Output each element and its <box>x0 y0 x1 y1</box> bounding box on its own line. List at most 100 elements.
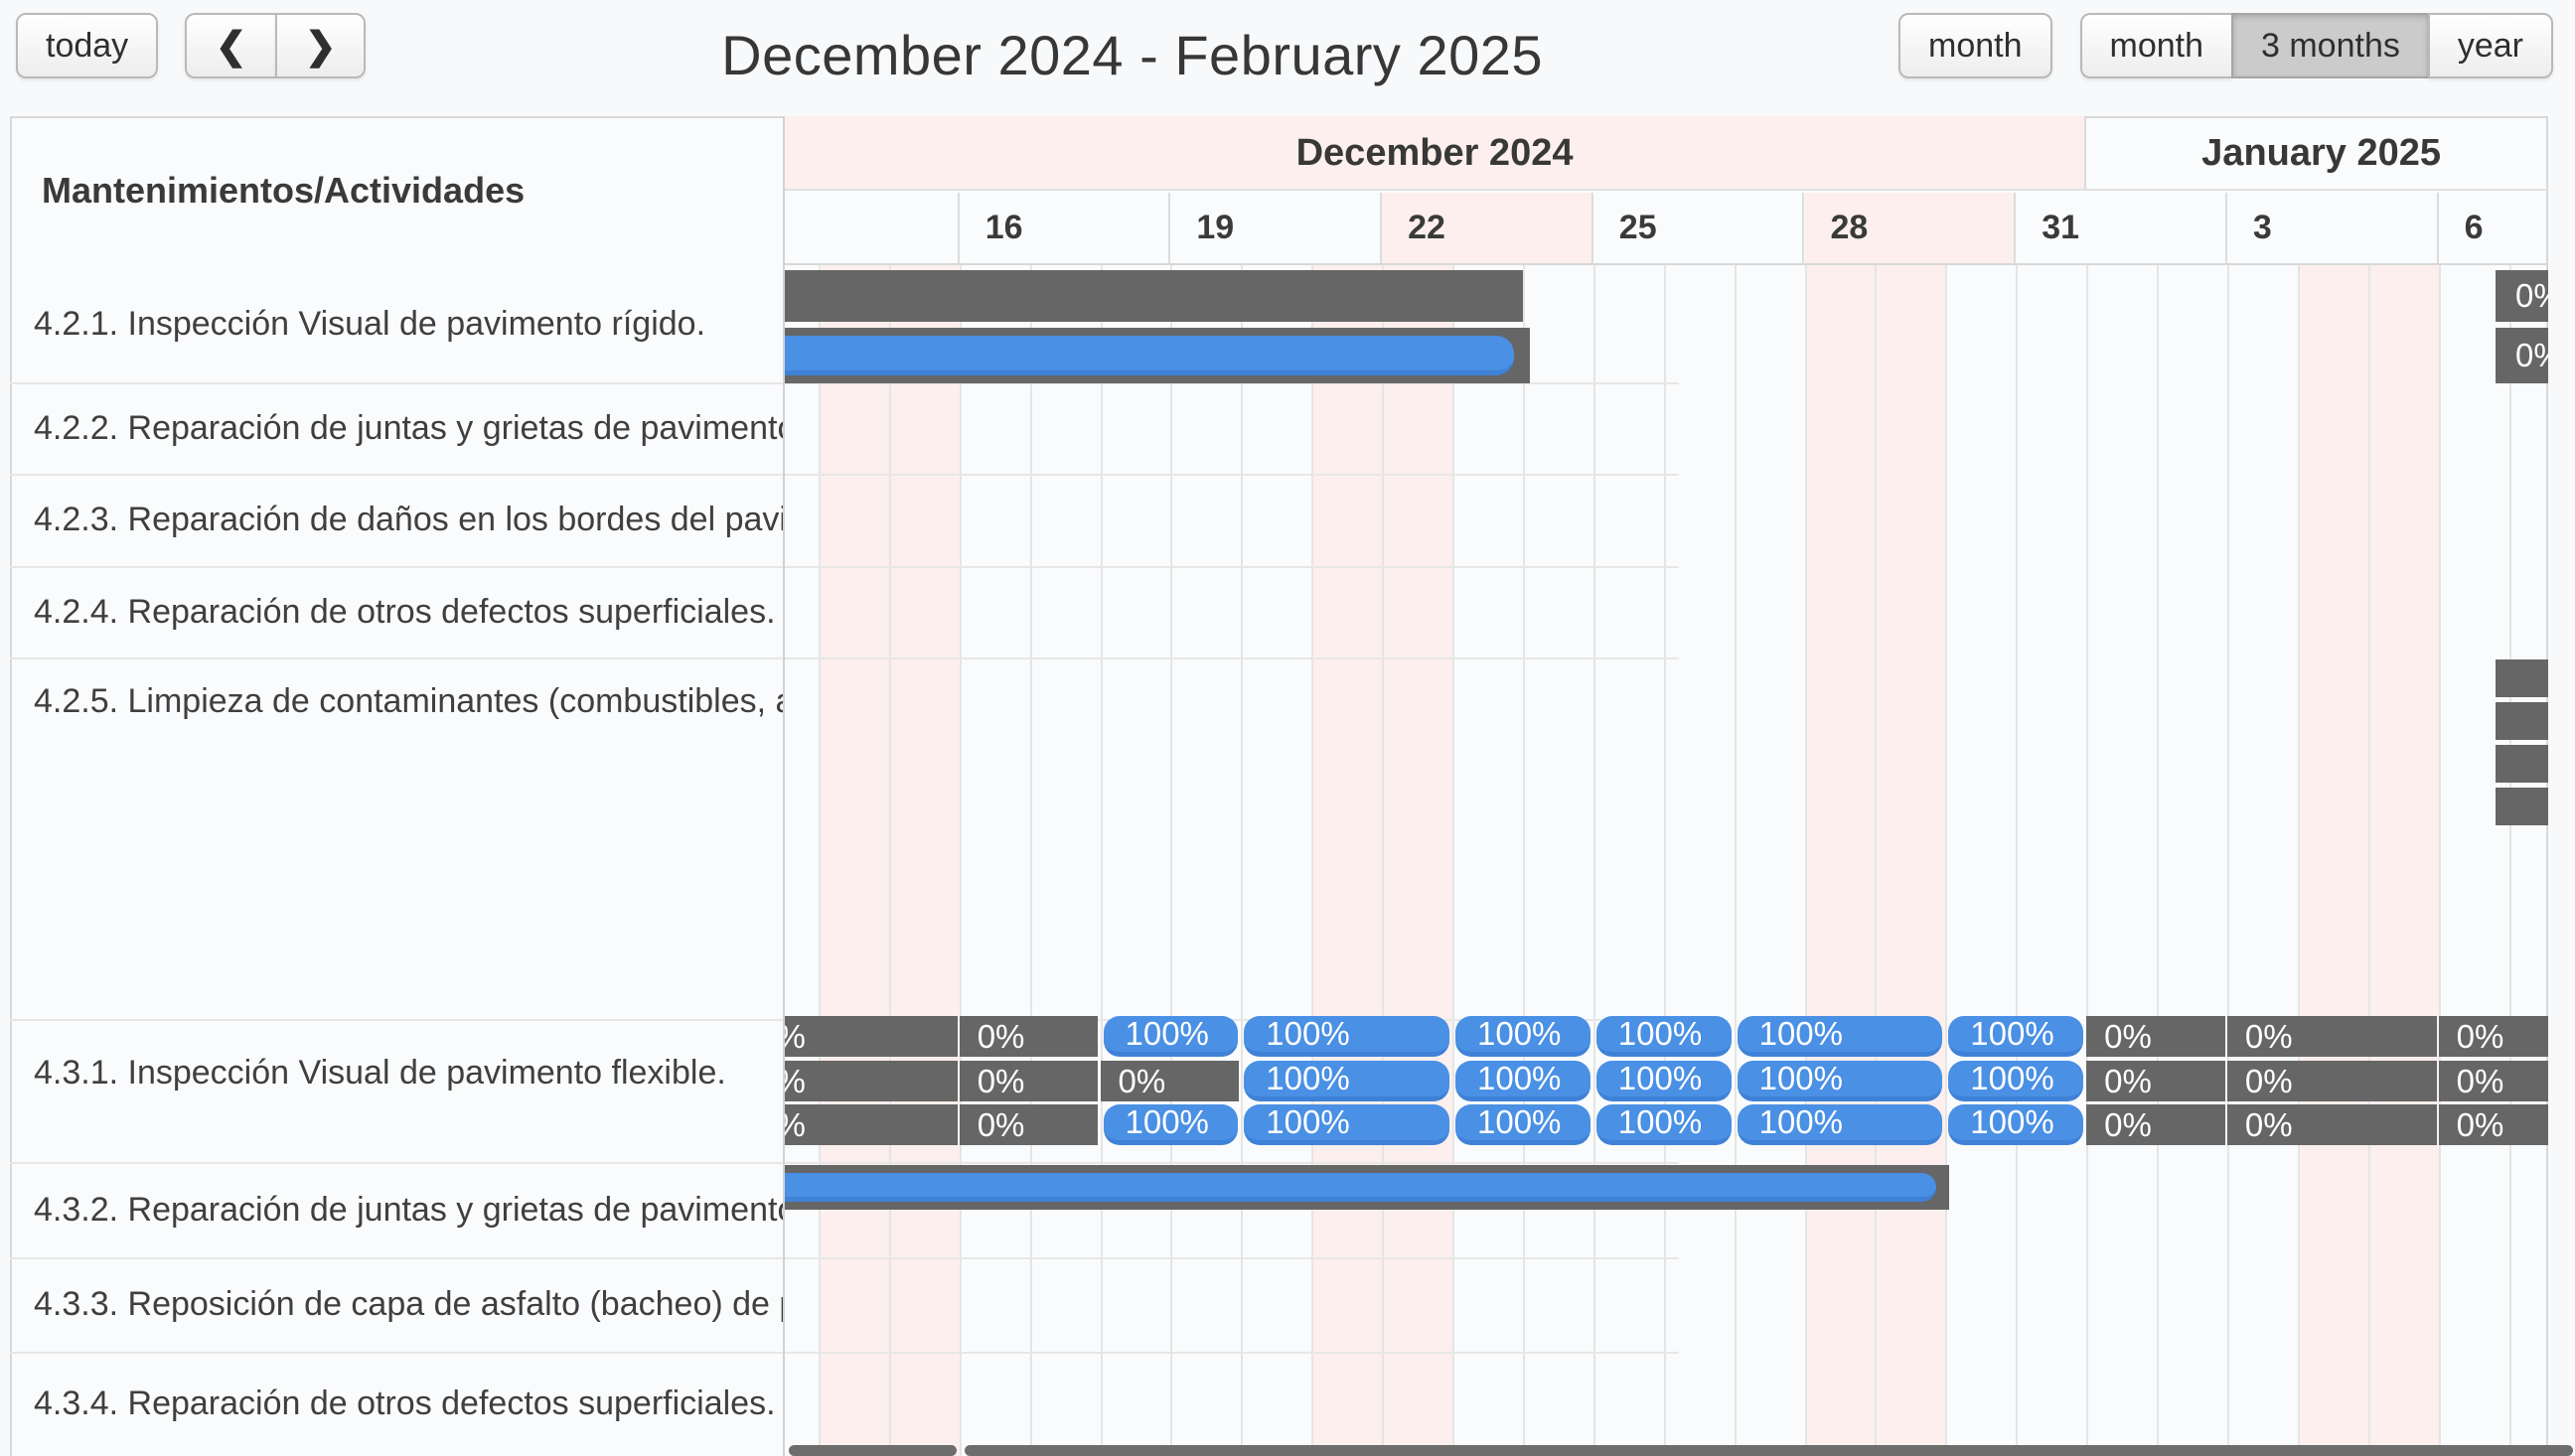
task-bar-segment-done[interactable]: 100% <box>1948 1104 2084 1145</box>
task-bar-segment-done[interactable]: 100% <box>1455 1016 1590 1057</box>
day-grid-line <box>1875 265 1878 1456</box>
task-bar-progress[interactable] <box>785 1165 1949 1210</box>
nav-button-group: ❮ ❯ <box>185 13 367 78</box>
month-button[interactable]: month <box>1898 13 2052 78</box>
task-bar-segment-pending[interactable]: 0% <box>959 1016 1099 1057</box>
day-grid-line <box>1311 265 1314 1456</box>
task-bar-segment-pending[interactable]: 0% <box>959 1104 1099 1145</box>
progress-label: 100% <box>1970 1016 2054 1052</box>
row-border-line <box>10 1162 785 1164</box>
task-bar-segment-done[interactable]: 100% <box>1737 1104 1943 1145</box>
day-header-label: 3 <box>2252 209 2272 246</box>
view-year-button[interactable]: year <box>2427 13 2553 78</box>
task-bar-segment-pending[interactable]: 0% <box>2086 1016 2225 1057</box>
day-grid-line <box>2016 265 2019 1456</box>
day-header-cell <box>785 193 960 263</box>
row-border-line <box>10 1019 785 1021</box>
task-bar-segment-done[interactable]: 100% <box>1455 1061 1590 1101</box>
day-grid-line <box>1452 265 1454 1456</box>
progress-label: 0% <box>785 1106 806 1144</box>
task-bar[interactable] <box>2496 659 2548 697</box>
task-bar-progress[interactable] <box>785 328 1530 383</box>
task-bar-segment-pending[interactable]: 0% <box>2438 1061 2548 1101</box>
view-3months-button[interactable]: 3 months <box>2231 13 2428 78</box>
task-bar-segment-done[interactable]: 100% <box>1595 1104 1732 1145</box>
progress-label: 0% <box>977 1017 1025 1055</box>
task-bar-segment-done[interactable]: 100% <box>1737 1061 1943 1101</box>
day-header-label: 19 <box>1196 209 1235 246</box>
day-header-label: 6 <box>2464 209 2484 246</box>
task-bar[interactable]: 0% <box>2496 270 2548 322</box>
task-bar[interactable] <box>2496 788 2548 825</box>
progress-label: 100% <box>1617 1016 1703 1052</box>
scrollbar-thumb[interactable] <box>789 1445 957 1456</box>
task-bar-segment-pending[interactable]: 0% <box>2438 1104 2548 1145</box>
progress-label: 0% <box>785 1018 806 1056</box>
row-border-line <box>785 1162 1679 1164</box>
progress-label: 0% <box>2244 1017 2293 1055</box>
day-grid-line <box>2508 265 2511 1456</box>
progress-label: 100% <box>1970 1104 2054 1140</box>
progress-label: 0% <box>977 1062 1025 1099</box>
progress-label: 0% <box>977 1105 1025 1143</box>
task-bar-segment-done[interactable]: 100% <box>1244 1061 1449 1101</box>
day-grid-line <box>959 265 962 1456</box>
progress-fill <box>785 1173 1937 1202</box>
today-button[interactable]: today <box>16 13 159 78</box>
task-bar[interactable] <box>785 270 1523 322</box>
task-bar-segment-done[interactable]: 100% <box>1595 1061 1732 1101</box>
task-bar-segment-pending[interactable]: 0% <box>2086 1104 2225 1145</box>
task-bar[interactable]: 0% <box>2496 328 2548 383</box>
task-bar-segment-done[interactable]: 100% <box>1948 1061 2084 1101</box>
progress-label: 100% <box>1758 1016 1843 1052</box>
task-bar-segment-done[interactable]: 100% <box>1595 1016 1732 1057</box>
task-bar-segment-pending[interactable]: 0% <box>1100 1061 1240 1101</box>
task-bar[interactable] <box>2496 702 2548 740</box>
task-bar-segment-pending[interactable]: 0% <box>785 1061 958 1101</box>
view-button-group: month 3 months year <box>2079 13 2553 78</box>
task-bar-segment-done[interactable]: 100% <box>1244 1016 1449 1057</box>
day-header-cell: 28 <box>1804 193 2017 263</box>
resource-column-header: Mantenimientos/Actividades <box>42 170 526 211</box>
task-bar[interactable] <box>2496 745 2548 783</box>
task-bar-segment-pending[interactable]: 0% <box>2226 1061 2437 1101</box>
month-header-label: December 2024 <box>1295 132 1574 174</box>
resource-row-label: 4.2.2. Reparación de juntas y grietas de… <box>34 408 784 447</box>
day-header-label: 31 <box>2042 209 2080 246</box>
task-bar-segment-pending[interactable]: 0% <box>2226 1016 2437 1057</box>
task-bar-segment-pending[interactable]: 0% <box>2438 1016 2548 1057</box>
next-button[interactable]: ❯ <box>275 13 367 78</box>
day-grid-line <box>1241 265 1244 1456</box>
task-bar-segment-done[interactable]: 100% <box>1244 1104 1449 1145</box>
progress-label: 0% <box>2456 1062 2504 1099</box>
progress-label: 100% <box>1970 1061 2054 1096</box>
task-bar-segment-pending[interactable]: 0% <box>959 1061 1099 1101</box>
task-bar-segment-done[interactable]: 100% <box>1103 1104 1239 1145</box>
view-month-button[interactable]: month <box>2079 13 2231 78</box>
task-bar-segment-pending[interactable]: 0% <box>785 1104 958 1145</box>
progress-label: 100% <box>1758 1061 1843 1096</box>
day-grid-line <box>2157 265 2159 1456</box>
chevron-right-icon: ❯ <box>304 25 337 68</box>
row-border-line <box>785 474 1679 476</box>
day-header-cell: 31 <box>2016 193 2227 263</box>
task-bar-segment-done[interactable]: 100% <box>1948 1016 2084 1057</box>
chevron-left-icon: ❮ <box>215 25 247 68</box>
row-border-line <box>10 1257 785 1259</box>
month-header-cell: January 2025 <box>2086 116 2548 189</box>
day-header-cell: 22 <box>1382 193 1593 263</box>
task-bar-segment-pending[interactable]: 0% <box>785 1016 958 1057</box>
toolbar: today ❮ ❯ December 2024 - February 2025 … <box>0 0 2575 111</box>
progress-label: 0% <box>2104 1062 2152 1099</box>
progress-label: 100% <box>1125 1016 1209 1052</box>
progress-label: 0% <box>2244 1062 2293 1099</box>
task-bar-segment-pending[interactable]: 0% <box>2226 1104 2437 1145</box>
progress-label: 100% <box>1266 1061 1350 1096</box>
scrollbar-thumb[interactable] <box>965 1445 2573 1456</box>
task-bar-segment-done[interactable]: 100% <box>1737 1016 1943 1057</box>
task-bar-segment-done[interactable]: 100% <box>1455 1104 1590 1145</box>
task-bar-segment-done[interactable]: 100% <box>1103 1016 1239 1057</box>
prev-button[interactable]: ❮ <box>185 13 276 78</box>
task-bar-segment-pending[interactable]: 0% <box>2086 1061 2225 1101</box>
day-grid-line <box>1029 265 1032 1456</box>
